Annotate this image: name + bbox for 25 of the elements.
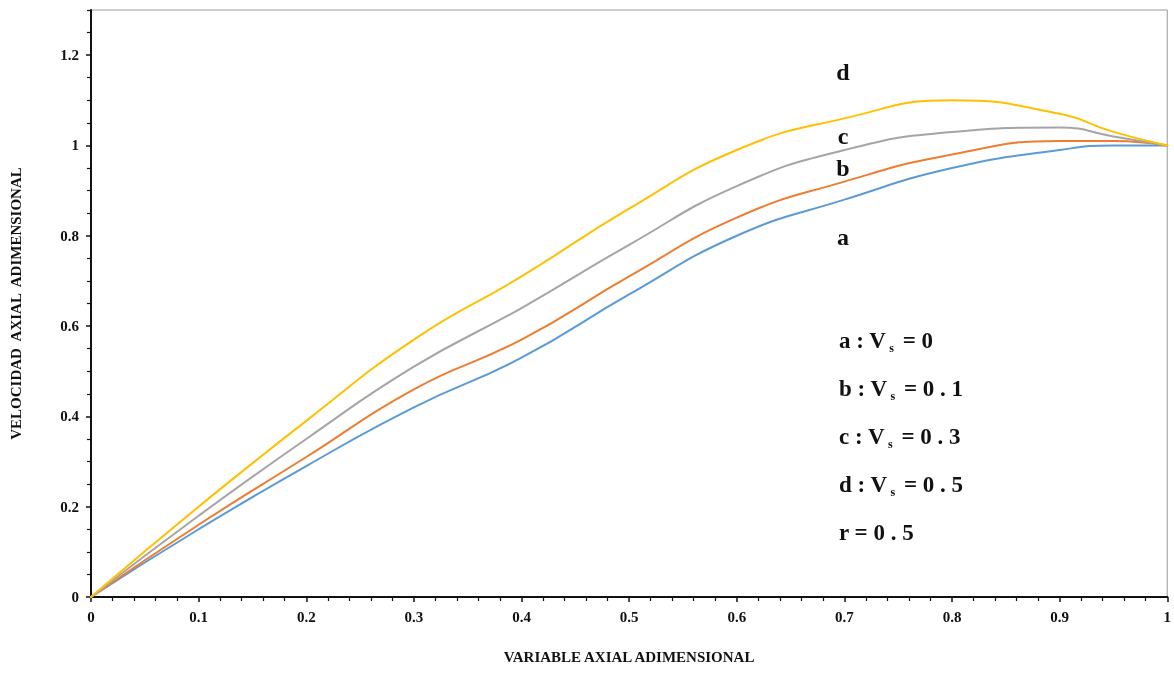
annotation: c [837, 123, 849, 149]
x-tick-label: 1 [1163, 608, 1171, 625]
x-tick-label: 0.8 [942, 608, 962, 625]
x-axis-title: VARIABLE AXIAL ADIMENSIONAL [503, 648, 755, 665]
x-tick-label: 0.3 [404, 608, 424, 625]
y-tick-label: 0 [71, 589, 79, 605]
annotation: a [837, 224, 849, 250]
x-tick-label: 0.2 [296, 608, 316, 625]
annotation: r = 0 . 5 [838, 519, 914, 545]
x-tick-label: 0.1 [189, 608, 208, 625]
x-tick-label: 0.4 [512, 608, 532, 625]
x-tick-label: 0.7 [835, 608, 855, 625]
y-axis-title: VELOCIDAD AXIAL ADIMENSIONAL [7, 167, 24, 440]
x-tick-label: 0.5 [619, 608, 639, 625]
annotation: d [836, 59, 851, 85]
y-tick-label: 0.2 [60, 498, 79, 515]
y-tick-label: 0.6 [60, 318, 80, 335]
y-tick-label: 1.2 [60, 47, 79, 64]
y-tick-label: 0.8 [60, 227, 79, 244]
annotation: b [836, 155, 850, 181]
x-tick-label: 0.9 [1050, 608, 1069, 625]
x-tick-label: 0.6 [727, 608, 747, 625]
y-tick-label: 0.4 [60, 408, 80, 425]
x-tick-label: 0 [87, 608, 95, 625]
y-tick-label: 1 [71, 137, 79, 154]
